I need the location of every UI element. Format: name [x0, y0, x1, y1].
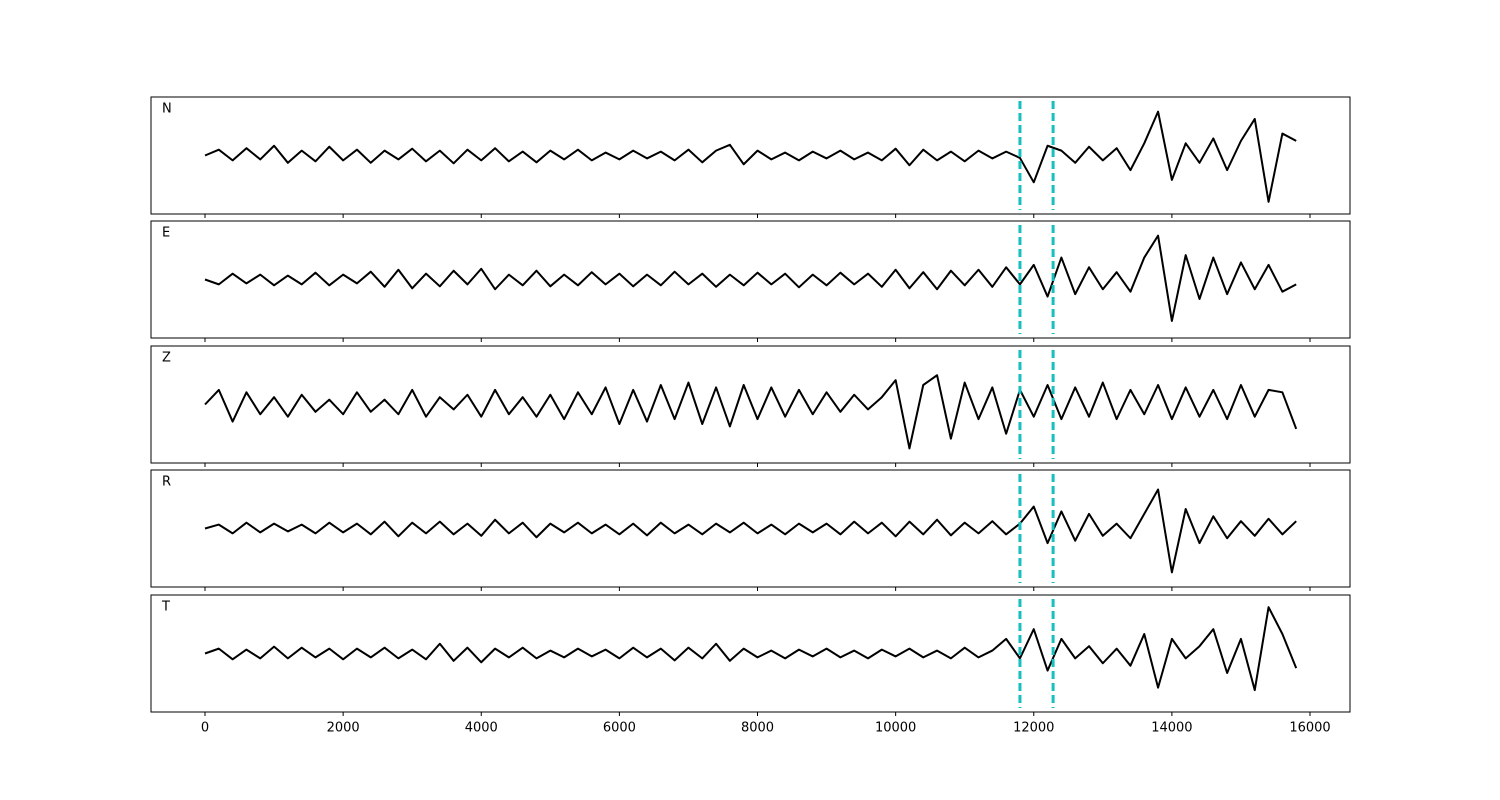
panel-label: E: [162, 226, 170, 241]
x-tick-label: 10000: [875, 721, 916, 736]
x-tick-label: 4000: [465, 721, 498, 736]
panel-frame: [150, 220, 1351, 339]
trace: [204, 110, 1297, 203]
trace: [204, 488, 1297, 574]
trace: [204, 374, 1298, 450]
x-tick-label: 16000: [1289, 721, 1330, 736]
x-tick-label: 0: [201, 721, 209, 736]
panel-label: Z: [162, 351, 171, 366]
x-tick-label: 8000: [741, 721, 774, 736]
panel-frame: [150, 345, 1351, 464]
trace: [204, 234, 1297, 322]
trace: [204, 606, 1298, 692]
x-tick-label: 14000: [1151, 721, 1192, 736]
x-tick-label: 2000: [327, 721, 360, 736]
panel-frame: [150, 594, 1351, 713]
panel-label: R: [162, 475, 171, 490]
panel-frame: [150, 469, 1351, 588]
x-tick-label: 6000: [603, 721, 636, 736]
panel-label: N: [162, 102, 172, 117]
panel-label: T: [161, 600, 170, 615]
x-tick-label: 12000: [1013, 721, 1054, 736]
panel-frame: [150, 96, 1351, 215]
